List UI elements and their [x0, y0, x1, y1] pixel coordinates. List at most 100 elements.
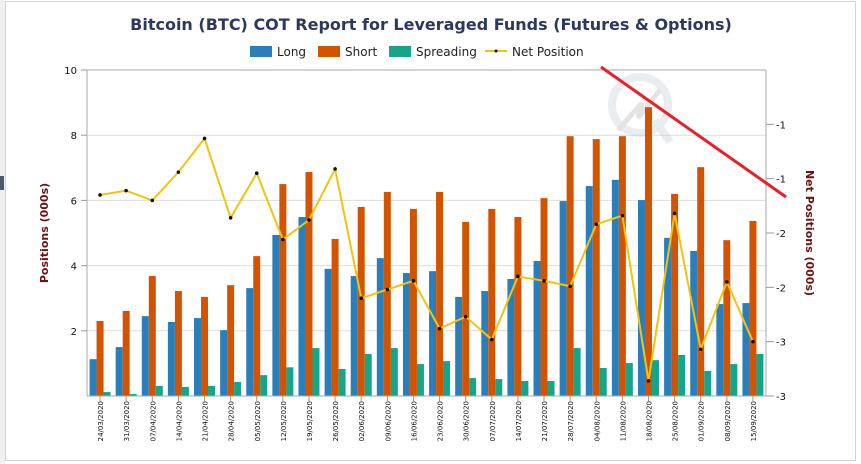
x-tick-label: 23/06/2020	[437, 401, 445, 441]
x-tick-label: 07/04/2020	[149, 401, 157, 441]
bar-spreading	[599, 367, 607, 396]
bar-spreading	[625, 363, 633, 396]
bar-long	[481, 291, 489, 396]
x-tick-label: 25/08/2020	[672, 401, 680, 441]
y-tick-label: 10	[64, 66, 77, 77]
bar-long	[324, 268, 332, 396]
net-position-point	[333, 167, 337, 171]
y-tick-label: 6	[71, 196, 77, 207]
x-tick-label: 08/09/2020	[724, 401, 732, 441]
bar-long	[429, 271, 437, 396]
x-tick-label: 28/07/2020	[567, 401, 575, 441]
net-position-point	[542, 279, 546, 283]
bar-long	[194, 318, 202, 396]
bar-short	[227, 285, 235, 396]
net-position-point	[176, 170, 181, 174]
net-position-point	[281, 237, 285, 242]
bar-short	[488, 208, 496, 396]
bar-short	[409, 208, 417, 396]
y-tick-label: 2	[71, 327, 77, 338]
bar-spreading	[547, 381, 555, 396]
bar-short	[618, 136, 626, 397]
net-position-point	[307, 218, 311, 222]
net-position-point	[411, 279, 416, 283]
y2-tick-label: -2	[776, 229, 786, 240]
bar-short	[331, 238, 339, 396]
net-position-point	[202, 136, 207, 141]
bar-spreading	[338, 368, 346, 396]
net-position-point	[646, 378, 651, 383]
bar-short	[253, 256, 261, 396]
axes: 2 4 6 8 10 -1 -1 -2 -2 -3 -3 24/03/2020 31/03/2020 07…	[64, 66, 786, 441]
net-position-point	[437, 326, 442, 331]
net-position-path	[99, 136, 754, 381]
bar-long	[690, 250, 698, 396]
x-tick-label: 07/07/2020	[489, 401, 497, 441]
bar-short	[592, 139, 600, 396]
bar-short	[462, 221, 470, 396]
net-position-point	[516, 274, 520, 279]
y2-tick-label: -2	[776, 283, 786, 294]
y2-tick-label: -1	[776, 120, 786, 131]
x-tick-label: 28/04/2020	[228, 401, 236, 441]
net-position-point	[228, 215, 233, 220]
bar-short	[723, 240, 731, 396]
bar-spreading	[234, 381, 242, 396]
x-tick-label: 12/05/2020	[280, 401, 288, 441]
bar-long	[507, 278, 515, 396]
bar-short	[644, 107, 652, 396]
bar-spreading	[390, 348, 398, 396]
net-position-point	[620, 213, 625, 218]
watermark-logo	[608, 73, 674, 145]
y-axis-label: Positions (000s)	[38, 183, 51, 283]
legend-label: Short	[345, 45, 377, 59]
bar-spreading	[181, 386, 189, 396]
bar-short	[201, 296, 209, 396]
bar-short	[749, 220, 757, 396]
bar-spreading	[312, 348, 320, 396]
x-tick-label: 05/05/2020	[254, 401, 262, 441]
x-tick-label: 31/03/2020	[123, 401, 131, 441]
bar-long	[637, 200, 645, 396]
y2-tick-label: -3	[776, 338, 786, 349]
chart-title: Bitcoin (BTC) COT Report for Leveraged F…	[130, 15, 732, 34]
bar-long	[89, 359, 97, 396]
net-position-line	[98, 136, 755, 383]
bar-long	[585, 186, 593, 396]
y2-tick-label: -1	[776, 175, 786, 186]
bar-short	[540, 198, 548, 396]
net-position-point	[359, 296, 364, 301]
bar-spreading	[416, 364, 424, 396]
bar-long	[611, 179, 619, 396]
x-tick-label: 24/03/2020	[97, 401, 105, 441]
window-edge	[0, 0, 5, 464]
legend-swatch-long	[250, 46, 272, 57]
y-tick-label: 8	[71, 131, 77, 142]
bar-long	[350, 276, 358, 396]
bars	[89, 107, 764, 397]
bar-short	[436, 191, 444, 396]
y2-tick-label: -3	[776, 392, 786, 403]
bar-long	[716, 304, 724, 396]
y-tick-label: 4	[71, 262, 77, 273]
bar-short	[383, 191, 391, 396]
net-position-point	[698, 347, 703, 352]
net-position-point	[725, 280, 729, 284]
bar-long	[533, 261, 541, 396]
bar-long	[272, 234, 280, 396]
bar-spreading	[651, 360, 659, 396]
x-tick-label: 11/08/2020	[619, 401, 627, 441]
x-tick-label: 14/07/2020	[515, 401, 523, 441]
legend-marker	[494, 49, 498, 53]
bar-long	[664, 237, 672, 396]
x-tick-label: 18/08/2020	[645, 401, 653, 441]
y2-axis-label: Net Positions (000s)	[803, 170, 816, 296]
legend-swatch-short	[318, 46, 340, 57]
bar-long	[115, 347, 123, 396]
bar-spreading	[495, 379, 503, 396]
bar-short	[174, 291, 182, 396]
bar-long	[559, 201, 567, 396]
bar-spreading	[704, 370, 712, 396]
x-tick-label: 01/09/2020	[698, 401, 706, 441]
